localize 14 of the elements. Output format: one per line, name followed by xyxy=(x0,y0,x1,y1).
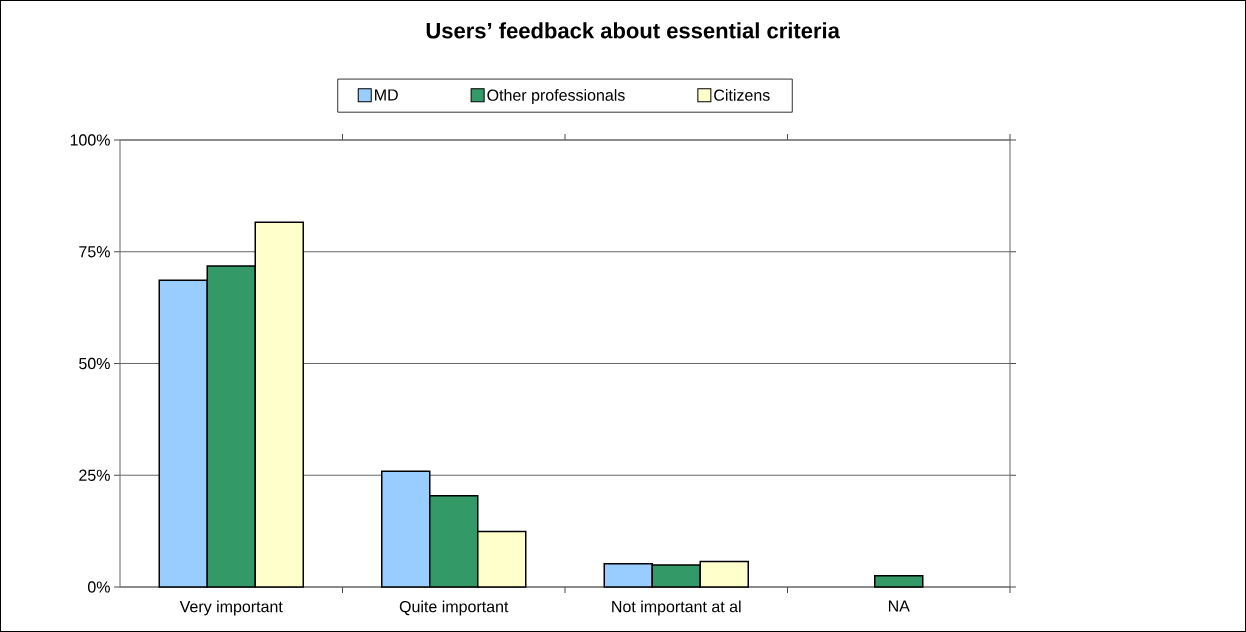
x-tick-label: Very important xyxy=(179,600,283,616)
y-tick-label: 25% xyxy=(79,469,110,481)
x-tick-label: Not important at al xyxy=(612,600,741,616)
y-tick-label: 50% xyxy=(79,357,110,370)
x-tick-label: Quite important xyxy=(399,600,509,616)
x-tick-label: NA xyxy=(888,600,910,612)
legend-label: Other professionals xyxy=(487,89,625,105)
legend-label: MD xyxy=(375,89,398,101)
y-tick-label: 100% xyxy=(70,134,110,146)
y-tick-label: 0% xyxy=(87,581,110,593)
legend-label: Citizens xyxy=(714,89,770,101)
bar xyxy=(874,575,924,588)
y-tick-label: 75% xyxy=(79,246,110,258)
chart-title: Users’ feedback about essential criteria xyxy=(426,22,841,39)
